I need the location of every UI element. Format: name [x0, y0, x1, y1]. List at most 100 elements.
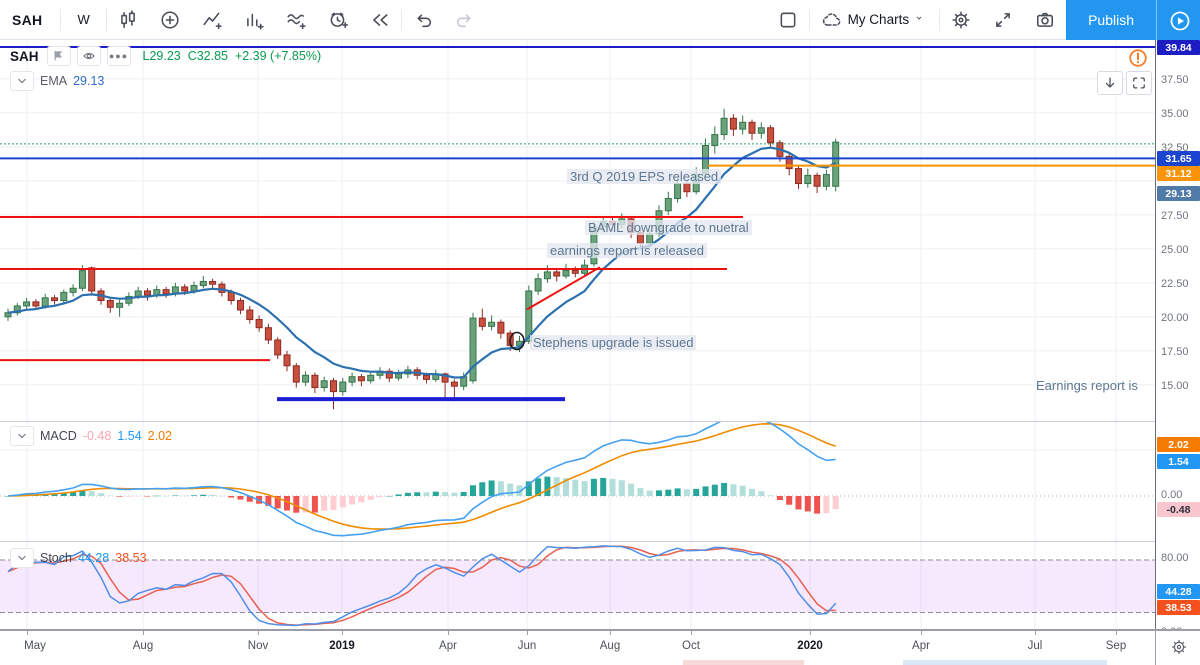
time-label[interactable]: Oct — [682, 640, 700, 652]
axis-tick-label: 27.50 — [1161, 210, 1189, 222]
axis-tick-label: 22.50 — [1161, 278, 1189, 290]
eye-icon — [82, 52, 95, 60]
visibility-button[interactable] — [76, 46, 101, 66]
macd-pane[interactable] — [0, 421, 1155, 541]
time-label[interactable]: Aug — [599, 640, 621, 652]
layout-button[interactable] — [767, 0, 809, 39]
axis-tick-label: 25.00 — [1161, 244, 1189, 256]
chevron-down-icon — [915, 14, 927, 26]
time-axis-settings-button[interactable] — [1170, 638, 1188, 656]
undo-icon — [413, 10, 433, 30]
chart-style-button[interactable] — [107, 0, 149, 39]
time-label[interactable]: Sep — [1105, 640, 1127, 652]
pane-divider[interactable] — [0, 541, 1155, 542]
templates-button[interactable] — [275, 0, 317, 39]
stoch-k-value: 44.28 — [77, 551, 110, 565]
restore-icon — [1133, 77, 1145, 89]
scroll-to-latest-button[interactable] — [1097, 71, 1123, 95]
time-label[interactable]: 2020 — [797, 640, 823, 652]
time-label[interactable]: Jun — [517, 640, 537, 652]
my-charts-label: My Charts — [847, 12, 910, 27]
stoch-legend: Stoch 44.28 38.53 — [10, 548, 147, 568]
chart-annotation[interactable]: Earnings report is — [1036, 378, 1138, 393]
play-icon — [1169, 10, 1189, 30]
redo-button[interactable] — [444, 0, 486, 39]
compare-button[interactable] — [149, 0, 191, 39]
price-badge: 38.53 — [1157, 600, 1200, 615]
fundamentals-button[interactable] — [233, 0, 275, 39]
time-label[interactable]: Nov — [247, 640, 269, 652]
time-label[interactable]: Apr — [912, 640, 930, 652]
replay-icon — [370, 10, 390, 30]
main-legend: SAH ●●● L29.23 C32.85 +2.39 (+7.85%) — [10, 46, 321, 66]
indicators-button[interactable] — [191, 0, 233, 39]
publish-menu-button[interactable] — [1156, 0, 1200, 40]
warning-icon[interactable] — [1128, 48, 1148, 68]
time-label[interactable]: Apr — [439, 640, 457, 652]
time-tick — [810, 631, 811, 635]
chart-annotation[interactable]: BAML downgrade to nuetral — [585, 220, 752, 235]
ema-collapse-button[interactable] — [10, 71, 34, 91]
chart-annotation[interactable]: 3rd Q 2019 EPS released — [567, 169, 722, 184]
undo-button[interactable] — [402, 0, 444, 39]
legend-symbol[interactable]: SAH — [10, 48, 39, 64]
axis-tick-label: 37.50 — [1161, 74, 1189, 86]
ema-value: 29.13 — [73, 74, 105, 88]
fundamentals-icon — [244, 10, 264, 30]
top-toolbar: SAH W My Charts Publish — [0, 0, 1200, 40]
price-badge: 39.84 — [1157, 40, 1200, 55]
pane-divider[interactable] — [0, 421, 1155, 422]
axis-tick-label: 20.00 — [1161, 312, 1189, 324]
time-tick — [1116, 631, 1117, 635]
flag-button[interactable] — [46, 46, 71, 66]
publish-button[interactable]: Publish — [1066, 0, 1156, 40]
more-dots-icon: ●●● — [108, 51, 129, 61]
camera-icon — [1035, 10, 1055, 30]
flag-icon — [54, 50, 62, 61]
range-highlight-stripe — [683, 660, 804, 665]
chevron-down-icon — [18, 433, 26, 439]
axis-tick-label: 80.00 — [1161, 552, 1189, 564]
main-price-pane[interactable] — [0, 40, 1155, 421]
fullscreen-button[interactable] — [982, 0, 1024, 39]
replay-button[interactable] — [359, 0, 401, 39]
stoch-pane[interactable] — [0, 541, 1155, 629]
my-charts-button[interactable]: My Charts — [810, 0, 940, 39]
time-tick — [258, 631, 259, 635]
stoch-label[interactable]: Stoch — [40, 551, 72, 565]
stoch-collapse-button[interactable] — [10, 548, 34, 568]
price-badge: -0.48 — [1157, 502, 1200, 517]
chart-style-icon — [118, 9, 138, 30]
symbol-button[interactable]: SAH — [12, 11, 43, 28]
fullscreen-icon — [993, 10, 1013, 30]
settings-button[interactable] — [940, 0, 982, 39]
time-tick — [1035, 631, 1036, 635]
layout-icon — [778, 10, 798, 30]
toolbar-separator — [808, 8, 810, 31]
interval-button[interactable]: W — [77, 12, 90, 27]
macd-collapse-button[interactable] — [10, 426, 34, 446]
snapshot-button[interactable] — [1024, 0, 1066, 39]
macd-label[interactable]: MACD — [40, 429, 77, 443]
time-label[interactable]: Jul — [1027, 640, 1043, 652]
macd-hist-value: -0.48 — [82, 429, 112, 443]
stoch-d-value: 38.53 — [115, 551, 147, 565]
time-label[interactable]: Aug — [132, 640, 154, 652]
toolbar-separator — [400, 8, 402, 31]
price-axis[interactable]: 37.50 35.00 32.50 27.50 25.00 22.50 20.00 17.50… — [1155, 40, 1200, 638]
chart-annotation[interactable]: earnings report is released — [547, 243, 707, 258]
time-axis[interactable]: May Aug Nov 2019 Apr Jun Aug Oct 2020 Apr Jul Sep — [0, 629, 1200, 665]
templates-icon — [286, 10, 306, 30]
cloud-icon — [822, 10, 842, 30]
alert-button[interactable] — [317, 0, 359, 39]
axis-corner-separator — [1155, 631, 1156, 665]
time-label[interactable]: 2019 — [329, 640, 355, 652]
price-badge: 44.28 — [1157, 584, 1200, 599]
time-label[interactable]: May — [24, 640, 46, 652]
reset-scale-button[interactable] — [1126, 71, 1152, 95]
chart-annotation[interactable]: Stephens upgrade is issued — [530, 335, 697, 350]
ema-label[interactable]: EMA — [40, 74, 68, 88]
toolbar-separator — [105, 8, 107, 31]
toolbar-right-group: My Charts Publish — [767, 0, 1200, 40]
more-button[interactable]: ●●● — [106, 46, 131, 66]
